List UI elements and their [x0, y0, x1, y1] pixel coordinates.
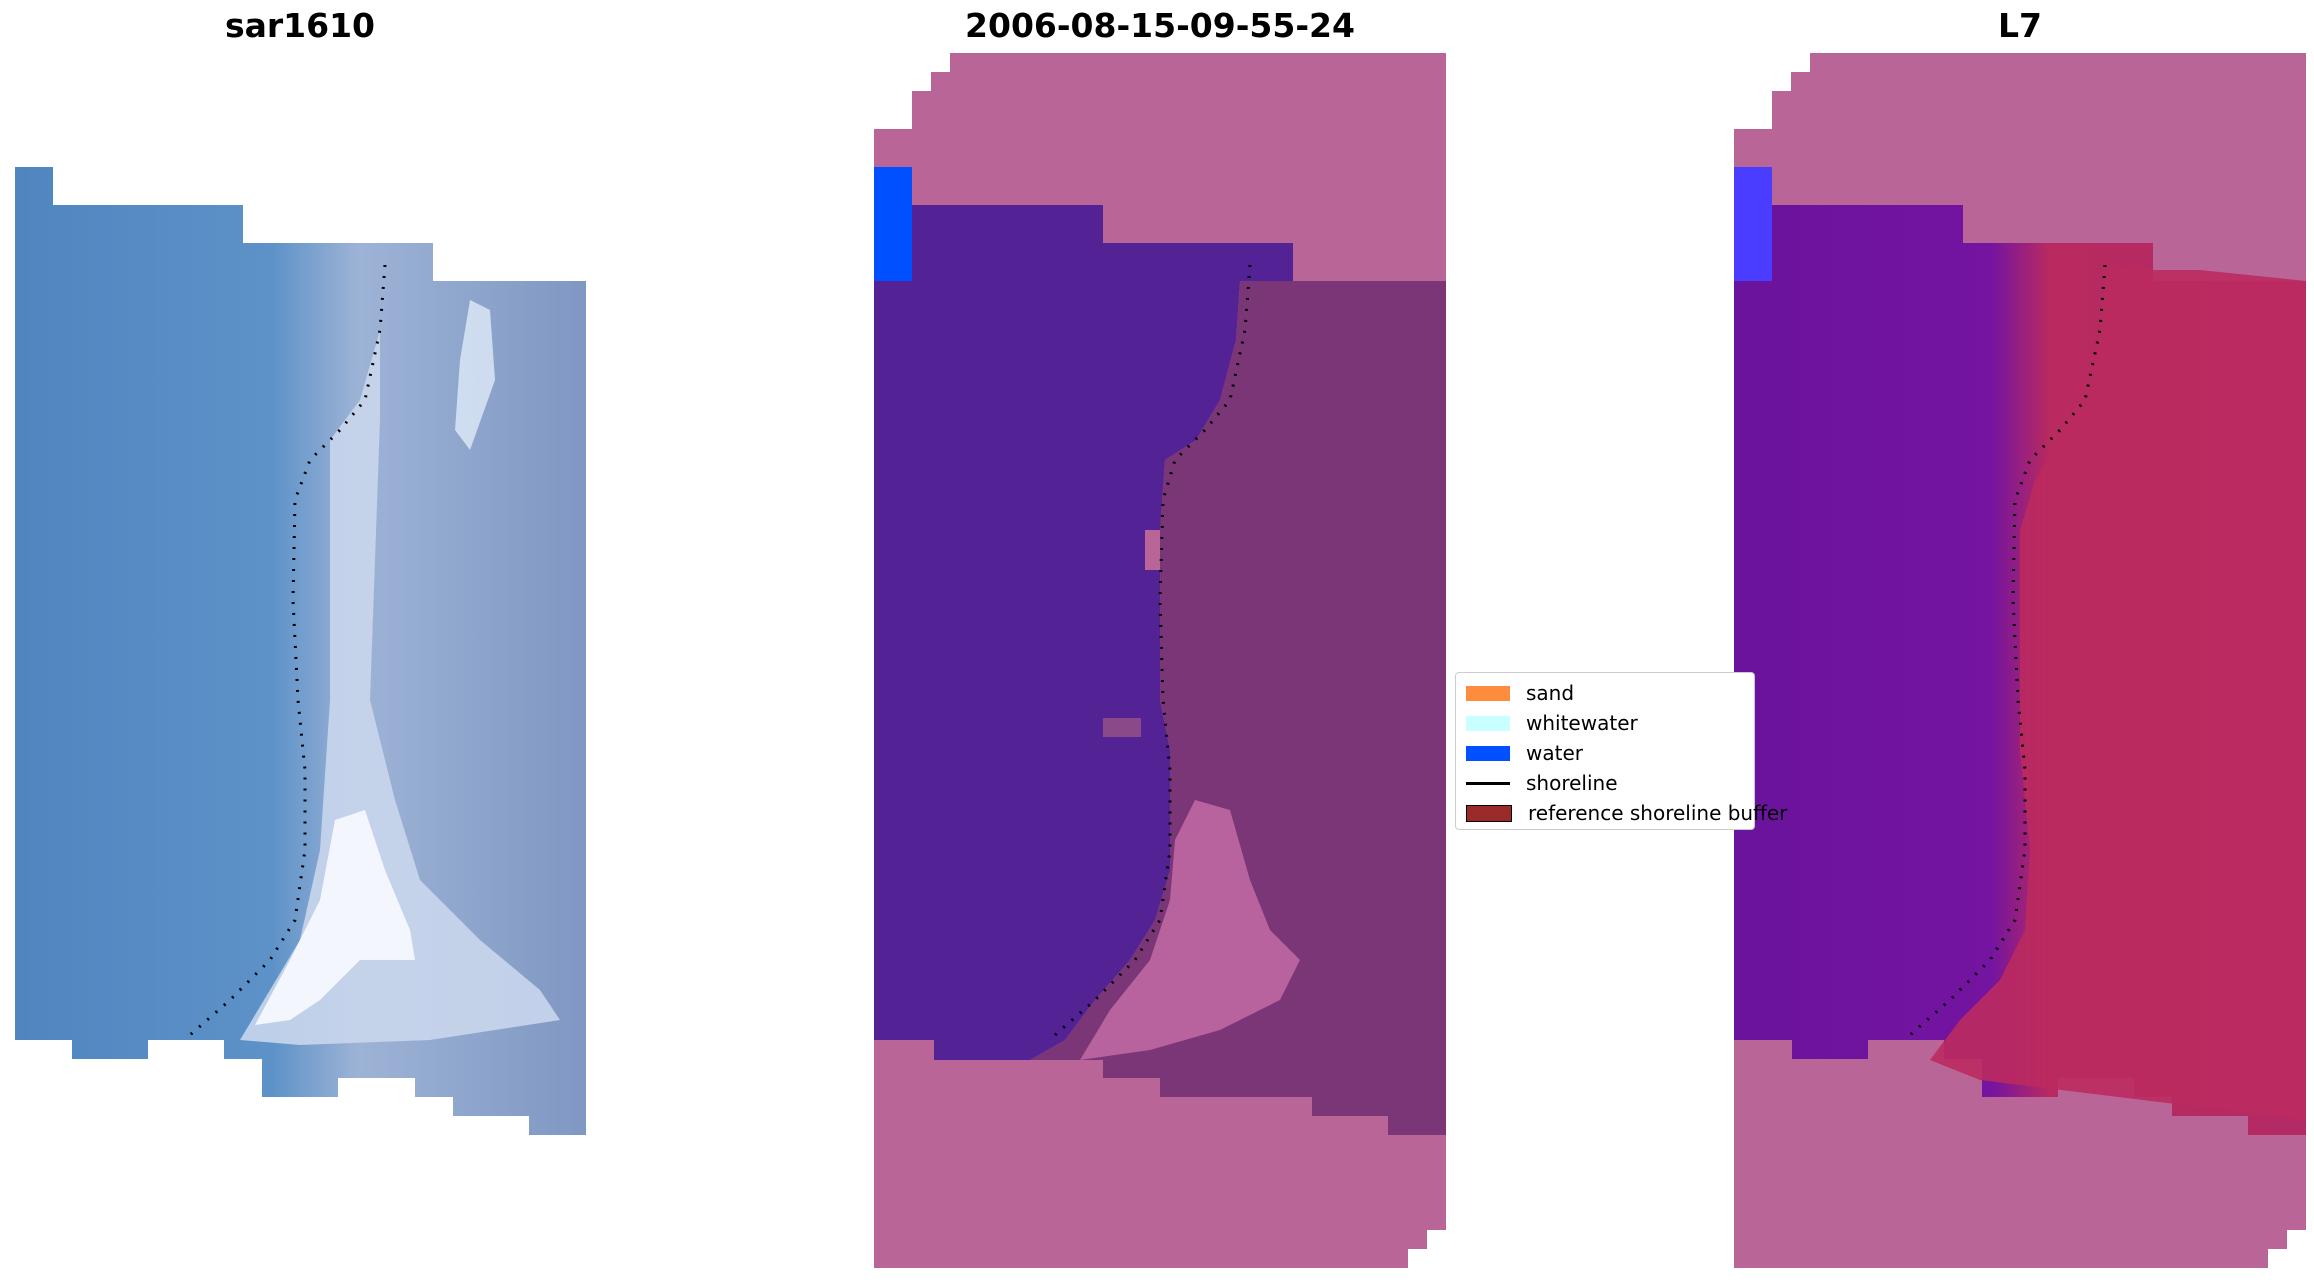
shoreline-index: [1909, 264, 2107, 1037]
panel-title-index: L7: [1998, 6, 2042, 45]
reference-shoreline-swatch: [1466, 804, 1512, 822]
rgb-image: [15, 167, 586, 1135]
panel-title-rgb: sar1610: [224, 6, 376, 45]
shoreline-line-swatch: [1466, 781, 1510, 785]
classified-water-class: [874, 205, 1293, 1060]
legend-item-reference-shoreline-buffer: reference shoreline buffer: [1460, 799, 1787, 827]
legend-label: shoreline: [1526, 771, 1618, 795]
classified-surf-zone: [1080, 800, 1300, 1060]
classified-artifact: [1103, 718, 1141, 737]
legend-item-water: water: [1460, 739, 1583, 767]
water-swatch: [1466, 745, 1510, 761]
index-blue-patch: [1734, 167, 1772, 281]
classified-water-region: [874, 167, 912, 281]
bright-streak: [455, 300, 495, 450]
legend-label: reference shoreline buffer: [1528, 801, 1788, 825]
legend: sand whitewater water shoreline referenc…: [1455, 672, 1787, 830]
legend-item-whitewater: whitewater: [1460, 709, 1638, 737]
sand-swatch: [1466, 685, 1510, 701]
classified-land-class: [1030, 281, 1446, 1135]
shoreline-classified: [1054, 264, 1252, 1037]
legend-label: water: [1526, 741, 1583, 765]
whitewater-swatch: [1466, 715, 1510, 731]
legend-label: whitewater: [1526, 711, 1638, 735]
whitewater-patch: [255, 810, 415, 1025]
legend-item-shoreline: shoreline: [1460, 769, 1618, 797]
panel-title-classified: 2006-08-15-09-55-24: [965, 6, 1355, 45]
shoreline-rgb: [189, 264, 387, 1037]
legend-item-sand: sand: [1460, 679, 1574, 707]
legend-label: sand: [1526, 681, 1575, 705]
index-land-zone: [1930, 265, 2306, 1120]
surf-zone: [240, 330, 560, 1045]
